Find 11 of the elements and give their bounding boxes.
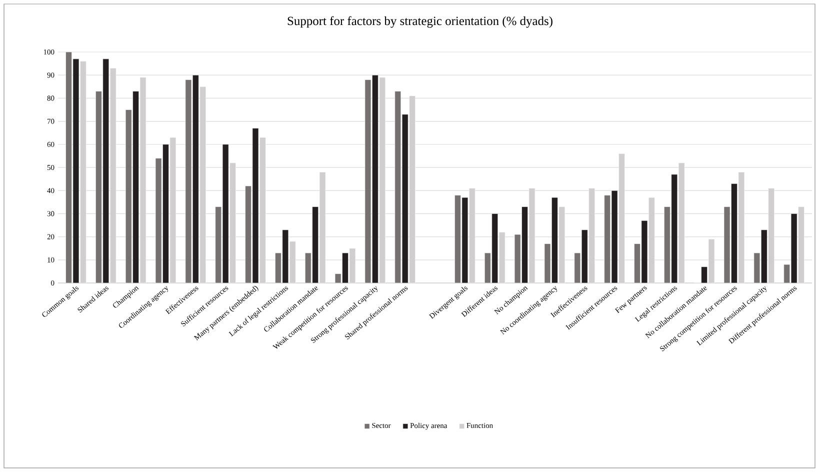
bar bbox=[245, 186, 252, 283]
bar bbox=[215, 206, 222, 283]
bar bbox=[454, 195, 461, 283]
bar bbox=[604, 195, 610, 283]
bar bbox=[66, 52, 72, 283]
bar bbox=[394, 91, 402, 283]
bar bbox=[125, 110, 132, 283]
chart-title: Support for factors by strategic orientation (% dyads) bbox=[288, 16, 552, 28]
bar bbox=[96, 91, 102, 283]
bar bbox=[664, 206, 670, 283]
bar bbox=[634, 244, 640, 283]
